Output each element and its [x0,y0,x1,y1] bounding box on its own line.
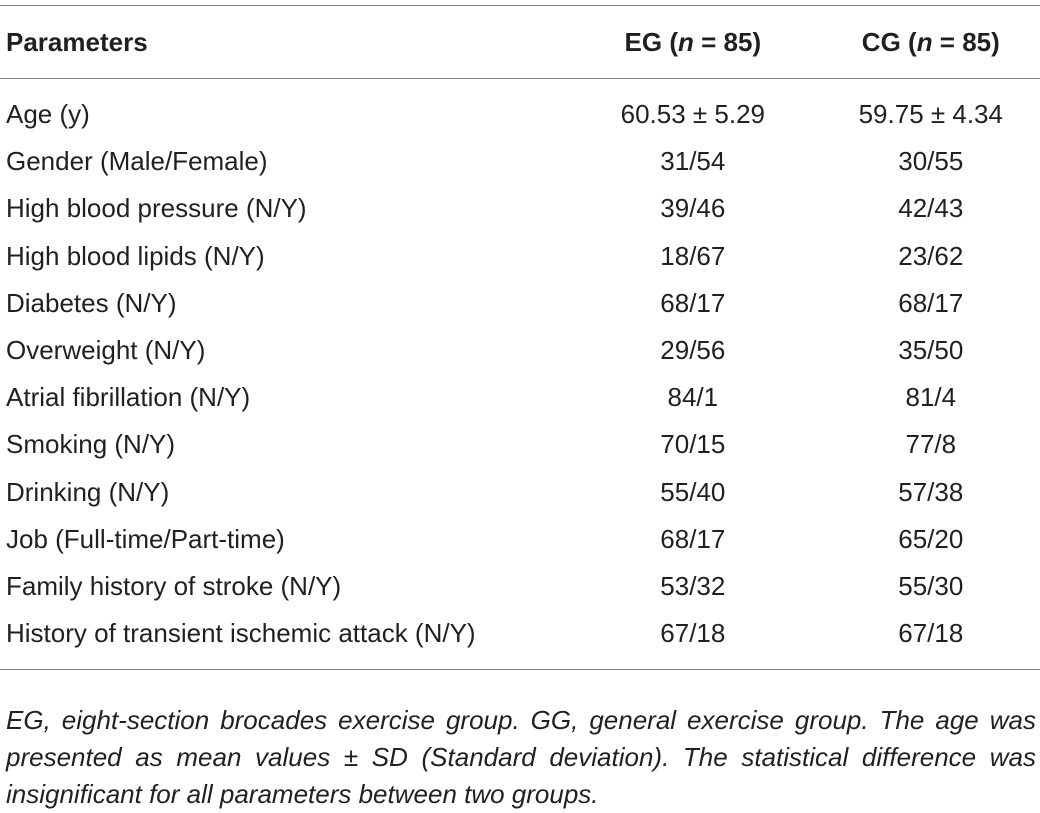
table-row: Diabetes (N/Y) 68/17 68/17 [0,280,1040,327]
cell-parameter: History of transient ischemic attack (N/… [6,618,476,649]
cell-eg: 53/32 [660,570,726,601]
table-row: Drinking (N/Y) 55/40 57/38 [0,469,1040,516]
header-parameters: Parameters [6,26,148,57]
header-eg: EG (n = 85) [564,6,822,79]
cell-parameter: Overweight (N/Y) [6,335,206,366]
cell-parameter: Age (y) [6,99,90,130]
header-cg-n: n [916,26,933,57]
table-row: History of transient ischemic attack (N/… [0,610,1040,670]
table-footnote: EG, eight-section brocades exercise grou… [6,705,1036,809]
table-row: Family history of stroke (N/Y) 53/32 55/… [0,563,1040,610]
cell-eg: 55/40 [660,476,726,507]
cell-parameter: High blood lipids (N/Y) [6,240,265,271]
table-row: Smoking (N/Y) 70/15 77/8 [0,421,1040,468]
cell-cg: 67/18 [898,618,964,649]
table-row: Overweight (N/Y) 29/56 35/50 [0,327,1040,374]
cell-parameter: Smoking (N/Y) [6,429,176,460]
cell-parameter: Job (Full-time/Part-time) [6,523,285,554]
cell-cg: 55/30 [898,570,964,601]
cell-cg: 23/62 [898,240,964,271]
cell-cg: 59.75 ± 4.34 [858,99,1003,130]
cell-cg: 81/4 [905,382,957,413]
cell-cg: 77/8 [905,429,957,460]
cell-parameter: Drinking (N/Y) [6,476,170,507]
baseline-characteristics-table: Parameters EG (n = 85) CG (n = 85) Age (… [0,5,1040,670]
cell-eg: 84/1 [667,382,719,413]
cell-parameter: Diabetes (N/Y) [6,287,177,318]
cell-cg: 57/38 [898,476,964,507]
cell-parameter: Gender (Male/Female) [6,146,268,177]
cell-eg: 70/15 [660,429,726,460]
header-eg-prefix: EG ( [624,26,678,57]
table-header-row: Parameters EG (n = 85) CG (n = 85) [0,5,1040,79]
header-eg-n: n [678,26,694,57]
cell-eg: 68/17 [660,287,726,318]
cell-eg: 67/18 [660,618,726,649]
table-figure: Parameters EG (n = 85) CG (n = 85) Age (… [0,5,1040,809]
header-eg-suffix: = 85) [693,26,762,57]
table-row: Job (Full-time/Part-time) 68/17 65/20 [0,516,1040,563]
cell-parameter: High blood pressure (N/Y) [6,193,307,224]
table-row: Age (y) 60.53 ± 5.29 59.75 ± 4.34 [0,79,1040,139]
header-cg: CG (n = 85) [822,6,1040,79]
cell-eg: 68/17 [660,523,726,554]
cell-cg: 68/17 [898,287,964,318]
table-row: Atrial fibrillation (N/Y) 84/1 81/4 [0,374,1040,421]
cell-cg: 35/50 [898,335,964,366]
table-row: High blood lipids (N/Y) 18/67 23/62 [0,233,1040,280]
cell-eg: 39/46 [660,193,726,224]
cell-eg: 31/54 [660,146,726,177]
table-row: High blood pressure (N/Y) 39/46 42/43 [0,185,1040,232]
header-cg-prefix: CG ( [861,26,917,57]
cell-cg: 42/43 [898,193,964,224]
cell-eg: 29/56 [660,335,726,366]
cell-cg: 65/20 [898,523,964,554]
cell-eg: 60.53 ± 5.29 [620,99,766,130]
cell-parameter: Family history of stroke (N/Y) [6,570,342,601]
table-row: Gender (Male/Female) 31/54 30/55 [0,138,1040,185]
cell-eg: 18/67 [660,240,726,271]
header-cg-suffix: = 85) [932,26,1000,57]
cell-cg: 30/55 [898,146,964,177]
cell-parameter: Atrial fibrillation (N/Y) [6,382,251,413]
